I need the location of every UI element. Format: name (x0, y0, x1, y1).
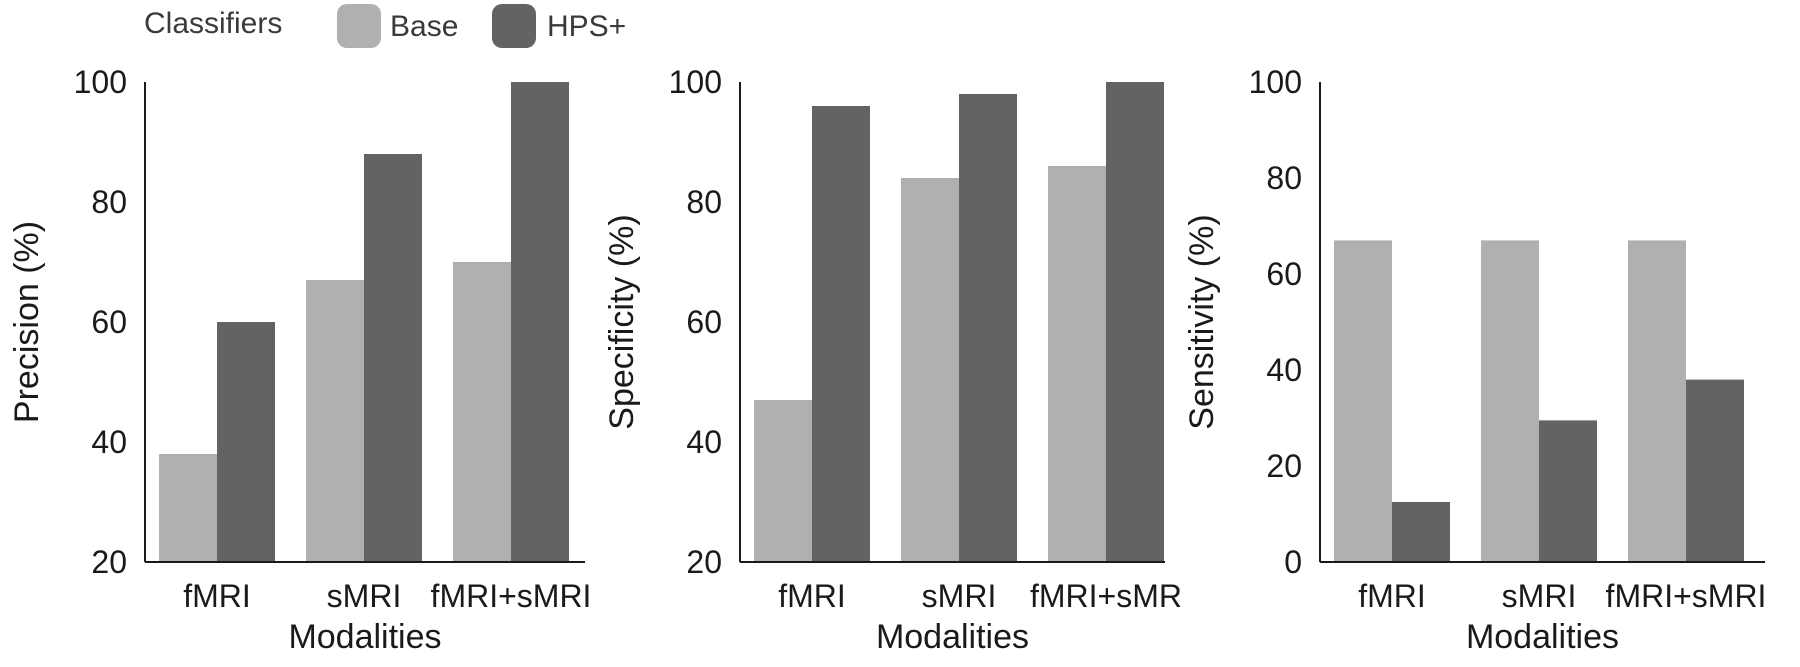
y-tick-label: 40 (91, 424, 127, 460)
x-tick-label: fMRI+sMRI (1606, 578, 1767, 614)
bar-hps-2 (1686, 379, 1744, 562)
chart-panel-3: fMRI sMRI fMRI+sMRI 0 20 40 60 80 100 Modalities S… (1183, 64, 1766, 656)
y-axis-label: Sensitivity (%) (1183, 214, 1221, 429)
y-axis-label: Specificity (%) (603, 214, 641, 429)
x-tick-label: fMRI (183, 578, 251, 614)
x-tick-label: fMRI (1358, 578, 1426, 614)
y-tick-label: 60 (1266, 256, 1302, 292)
bar-base-1 (901, 178, 959, 562)
bar-base-0 (754, 400, 812, 562)
legend-swatch-hps (492, 4, 536, 48)
y-tick-label: 60 (91, 304, 127, 340)
x-axis-label: Modalities (1466, 618, 1619, 656)
legend: Classifiers Base HPS+ (144, 4, 626, 48)
bar-base-1 (1481, 240, 1539, 562)
bar-base-0 (159, 454, 217, 562)
chart-panel-2: fMRI sMRI fMRI+sMR 20 40 60 80 100 Modalities Spe… (603, 64, 1182, 656)
y-tick-label: 20 (1266, 448, 1302, 484)
y-tick-label: 20 (686, 544, 722, 580)
x-tick-label: sMRI (327, 578, 402, 614)
x-tick-label: fMRI+sMR (1030, 578, 1182, 614)
y-tick-label: 80 (686, 184, 722, 220)
y-tick-label: 40 (686, 424, 722, 460)
legend-swatch-base (337, 4, 381, 48)
y-axis-label: Precision (%) (8, 221, 46, 423)
x-tick-label: sMRI (1502, 578, 1577, 614)
y-tick-label: 60 (686, 304, 722, 340)
y-tick-label: 80 (91, 184, 127, 220)
y-tick-label: 100 (74, 64, 127, 100)
bar-base-1 (306, 280, 364, 562)
bar-hps-1 (959, 94, 1017, 562)
x-tick-label: sMRI (922, 578, 997, 614)
chart-panel-1: fMRI sMRI fMRI+sMRI 20 40 60 80 100 Modalities Pr… (8, 64, 591, 656)
bar-hps-0 (1392, 502, 1450, 562)
legend-label-base: Base (390, 10, 458, 43)
y-tick-label: 20 (91, 544, 127, 580)
bar-base-0 (1334, 240, 1392, 562)
y-tick-label: 0 (1284, 544, 1302, 580)
bar-hps-1 (1539, 420, 1597, 562)
legend-label-hps: HPS+ (547, 10, 626, 43)
bar-base-2 (1628, 240, 1686, 562)
bar-hps-2 (511, 82, 569, 562)
x-axis-label: Modalities (288, 618, 441, 656)
x-tick-label: fMRI+sMRI (431, 578, 592, 614)
bar-base-2 (453, 262, 511, 562)
legend-title: Classifiers (144, 7, 282, 40)
y-tick-label: 100 (669, 64, 722, 100)
y-tick-label: 40 (1266, 352, 1302, 388)
y-tick-label: 80 (1266, 160, 1302, 196)
bar-hps-0 (217, 322, 275, 562)
bar-hps-2 (1106, 82, 1164, 562)
x-axis-label: Modalities (876, 618, 1029, 656)
bar-hps-0 (812, 106, 870, 562)
bar-base-2 (1048, 166, 1106, 562)
bar-hps-1 (364, 154, 422, 562)
y-tick-label: 100 (1249, 64, 1302, 100)
x-tick-label: fMRI (778, 578, 846, 614)
